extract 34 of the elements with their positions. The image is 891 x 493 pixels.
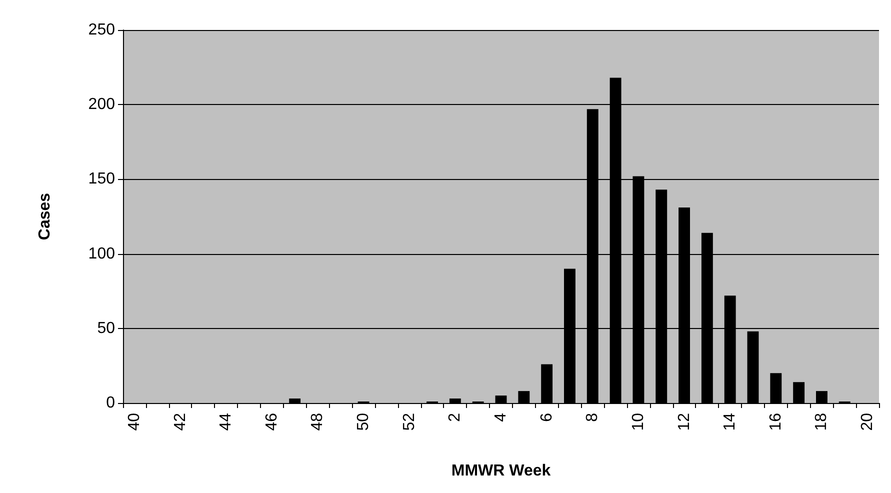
y-tick-label: 200 [88, 96, 116, 114]
x-tick-label: 50 [355, 412, 372, 431]
x-tick-label: 10 [630, 412, 647, 431]
bar [289, 398, 301, 403]
x-tick-label: 20 [859, 412, 876, 431]
y-tick-label: 50 [97, 320, 116, 337]
bar [793, 382, 805, 403]
bar [449, 398, 461, 403]
y-tick-label: 0 [106, 394, 116, 412]
x-tick-label: 6 [538, 412, 556, 422]
x-tick-label: 52 [400, 412, 418, 431]
x-tick-label: 18 [813, 412, 830, 431]
bar [518, 391, 530, 403]
x-tick-label: 40 [126, 412, 143, 431]
x-tick-label: 2 [446, 412, 464, 422]
x-tick-label: 16 [767, 412, 784, 431]
bar [495, 396, 507, 403]
x-tick-label: 8 [584, 412, 602, 422]
x-tick-label: 42 [172, 412, 189, 431]
bar [770, 373, 782, 403]
y-tick-label: 250 [88, 22, 116, 38]
x-tick-label: 44 [218, 412, 235, 431]
bar [541, 364, 553, 403]
bar [816, 391, 828, 403]
x-tick-label: 14 [722, 412, 739, 431]
x-tick-label: 12 [676, 412, 693, 431]
x-tick-label: 48 [309, 412, 326, 431]
x-tick-label: 46 [263, 412, 280, 431]
x-tick-label: 4 [492, 412, 510, 422]
y-tick-label: 150 [88, 170, 116, 188]
x-axis-title: MMWR Week [451, 462, 551, 480]
bar [747, 331, 759, 403]
y-axis-title: Cases [36, 192, 54, 240]
y-tick-label: 100 [88, 245, 116, 262]
